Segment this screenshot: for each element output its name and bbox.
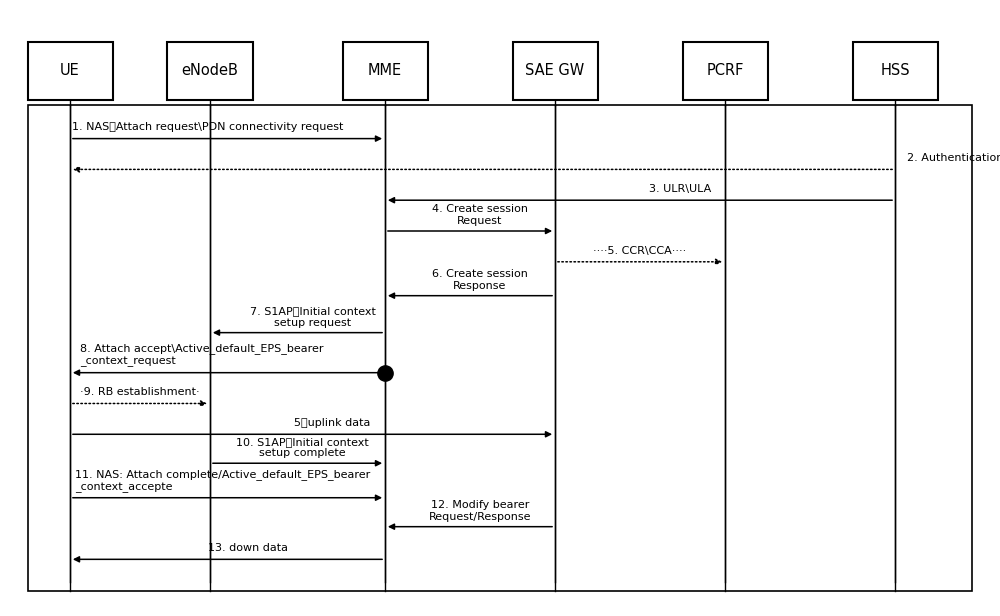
Text: ····5. CCR\CCA····: ····5. CCR\CCA···· <box>593 246 687 256</box>
Bar <box>167 42 252 100</box>
Text: 7. S1AP：Initial context
setup request: 7. S1AP：Initial context setup request <box>250 306 375 328</box>
Text: HSS: HSS <box>880 63 910 78</box>
Text: SAE GW: SAE GW <box>525 63 585 78</box>
Text: 12. Modify bearer
Request/Response: 12. Modify bearer Request/Response <box>429 500 531 522</box>
Text: 8. Attach accept\Active_default_EPS_bearer
_context_request: 8. Attach accept\Active_default_EPS_bear… <box>80 343 324 367</box>
Bar <box>342 42 428 100</box>
Bar <box>852 42 938 100</box>
Bar <box>28 42 113 100</box>
Text: 11. NAS: Attach complete/Active_default_EPS_bearer
_context_accepte: 11. NAS: Attach complete/Active_default_… <box>75 469 370 493</box>
Text: 13. down data: 13. down data <box>208 543 288 553</box>
Text: 1. NAS：Attach request\PDN connectivity request: 1. NAS：Attach request\PDN connectivity r… <box>72 123 343 132</box>
Bar <box>28 105 972 591</box>
Bar <box>513 42 598 100</box>
Text: MME: MME <box>368 63 402 78</box>
Text: PCRF: PCRF <box>706 63 744 78</box>
Text: 10. S1AP：Initial context
setup complete: 10. S1AP：Initial context setup complete <box>236 437 369 458</box>
Text: 3. ULR\ULA: 3. ULR\ULA <box>649 184 711 194</box>
Text: eNodeB: eNodeB <box>182 63 238 78</box>
Text: 5、uplink data: 5、uplink data <box>294 418 371 428</box>
Text: ·9. RB establishment·: ·9. RB establishment· <box>80 387 200 397</box>
Text: 4. Create session
Request: 4. Create session Request <box>432 205 528 226</box>
Text: 6. Create session
Response: 6. Create session Response <box>432 269 528 291</box>
Text: 2. Authentication/Security: 2. Authentication/Security <box>907 153 1000 163</box>
Text: UE: UE <box>60 63 80 78</box>
Bar <box>682 42 768 100</box>
